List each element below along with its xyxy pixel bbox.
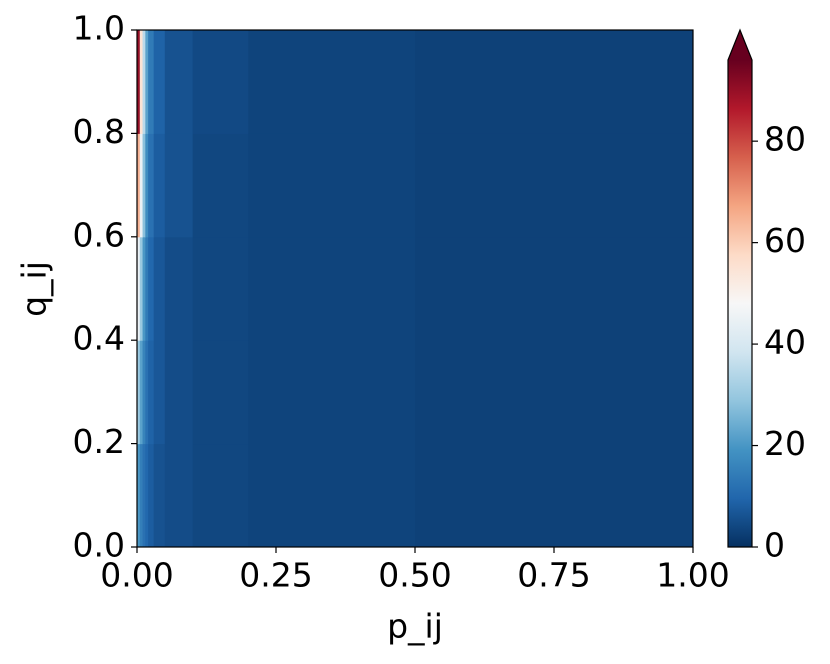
heatmap-cell — [142, 443, 146, 548]
heatmap-cell — [137, 133, 141, 238]
heatmap-cell — [142, 30, 146, 134]
heatmap-cell — [248, 133, 416, 238]
heatmap-cell — [142, 340, 146, 445]
heatmap-cell — [145, 30, 149, 134]
heatmap-cell — [153, 236, 166, 341]
heatmap-cell — [153, 340, 166, 445]
colorbar-tick-label: 20 — [764, 424, 806, 463]
colorbar-frame — [727, 28, 753, 548]
x-tick-label: 0.75 — [517, 556, 590, 595]
x-axis-label: p_ij — [387, 607, 443, 646]
heatmap-cell — [415, 236, 694, 341]
heatmap-cell — [415, 133, 694, 238]
heatmap-cell — [142, 236, 146, 341]
heatmap-cell — [145, 443, 149, 548]
heatmap-cell — [164, 443, 194, 548]
heatmap-cell — [415, 443, 694, 548]
x-tick-label: 1.00 — [656, 556, 729, 595]
y-tick-label: 0.4 — [73, 319, 125, 358]
heatmap-cell — [164, 30, 194, 134]
x-tick-label: 0.25 — [239, 556, 312, 595]
heatmap-cell — [145, 236, 149, 341]
x-tick-label: 0.00 — [100, 556, 173, 595]
heatmap-cell — [139, 340, 144, 445]
colorbar-tick-label: 80 — [764, 120, 806, 159]
y-tick-label: 0.0 — [73, 526, 125, 565]
heatmap-cell — [139, 30, 144, 134]
heatmap-cell — [145, 340, 149, 445]
y-tick-label: 1.0 — [73, 9, 125, 48]
heatmap-cell — [148, 30, 155, 134]
heatmap-cell — [139, 236, 144, 341]
heatmap-cell — [415, 340, 694, 445]
heatmap-cell — [248, 340, 416, 445]
heatmap-cell — [192, 236, 249, 341]
colorbar-tick-label: 0 — [764, 526, 785, 565]
colorbar-extension — [728, 30, 752, 60]
heatmap-cell — [164, 340, 194, 445]
y-tick-label: 0.8 — [73, 112, 125, 151]
x-tick-label: 0.50 — [378, 556, 451, 595]
heatmap-cell — [248, 236, 416, 341]
heatmap-cell — [137, 30, 141, 134]
heatmap-cell — [137, 236, 141, 341]
heatmap-cell — [139, 133, 144, 238]
heatmap-cell — [137, 443, 141, 548]
heatmap-cell — [192, 30, 249, 134]
heatmap-cell — [248, 443, 416, 548]
heatmap-cell — [192, 133, 249, 238]
heatmap-cell — [139, 443, 144, 548]
heatmap-cell — [153, 30, 166, 134]
heatmap-cell — [153, 133, 166, 238]
heatmap-cell — [164, 236, 194, 341]
y-axis-label: q_ij — [15, 261, 54, 317]
heatmap-cell — [153, 443, 166, 548]
heatmap-cell — [148, 443, 155, 548]
colorbar-tick-label: 40 — [764, 323, 806, 362]
heatmap-cell — [415, 30, 694, 134]
heatmap-cell — [192, 443, 249, 548]
heatmap-cell — [137, 340, 141, 445]
heatmap-cell — [164, 133, 194, 238]
colorbar-tick-label: 60 — [764, 221, 806, 260]
heatmap-cell — [192, 340, 249, 445]
heatmap-cell — [148, 133, 155, 238]
y-tick-label: 0.2 — [73, 422, 125, 461]
heatmap-cell — [148, 340, 155, 445]
colorbar — [728, 60, 752, 547]
heatmap-cell — [145, 133, 149, 238]
heatmap-cell — [248, 30, 416, 134]
heatmap-cell — [148, 236, 155, 341]
heatmap-cell — [142, 133, 146, 238]
y-tick-label: 0.6 — [73, 215, 125, 254]
